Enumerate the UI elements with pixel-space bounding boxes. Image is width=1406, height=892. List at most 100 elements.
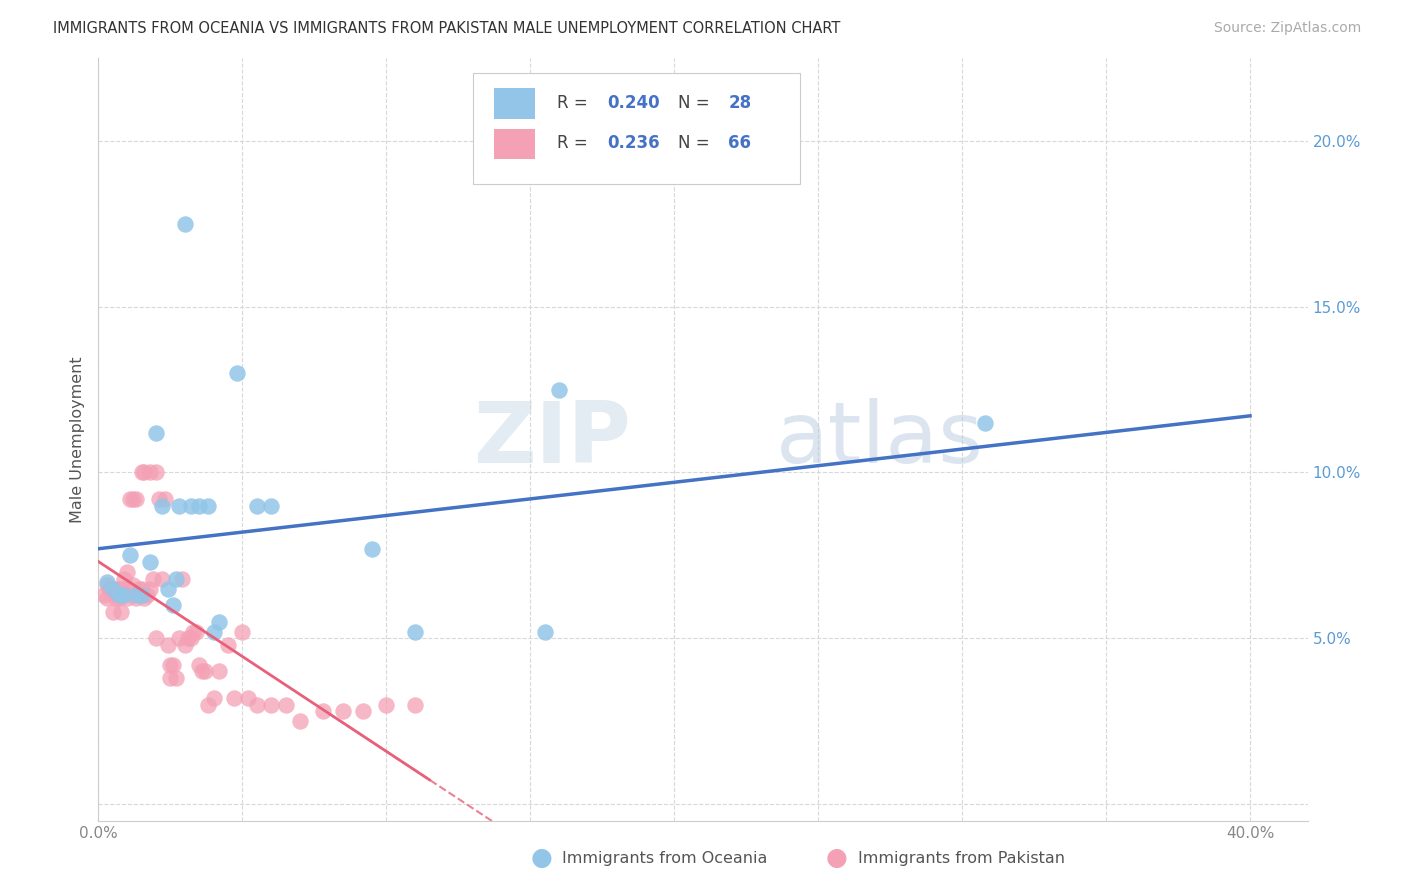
Point: [231, 624, 253, 639]
Text: ●: ●: [825, 847, 848, 870]
Text: R =: R =: [557, 94, 593, 112]
Point: [134, 591, 156, 606]
Point: [125, 491, 148, 506]
Point: [131, 582, 153, 596]
Point: [96, 578, 118, 592]
Point: [548, 383, 571, 397]
Point: [145, 425, 167, 440]
Point: [188, 499, 211, 513]
Point: [150, 499, 173, 513]
Point: [156, 638, 179, 652]
Point: [312, 704, 335, 718]
Text: ZIP: ZIP: [472, 398, 630, 481]
Text: 66: 66: [728, 135, 751, 153]
Point: [186, 624, 208, 639]
Point: [225, 366, 247, 380]
Point: [332, 704, 354, 718]
Point: [120, 491, 142, 506]
Point: [361, 541, 384, 556]
Point: [188, 657, 211, 672]
Point: [145, 466, 167, 480]
Text: 0.240: 0.240: [607, 94, 659, 112]
Text: ●: ●: [530, 847, 553, 870]
FancyBboxPatch shape: [494, 129, 534, 160]
Point: [352, 704, 374, 718]
Point: [202, 690, 225, 705]
Point: [110, 582, 132, 596]
Text: atlas: atlas: [776, 398, 984, 481]
Point: [110, 605, 132, 619]
Point: [288, 714, 311, 728]
Point: [183, 624, 205, 639]
Point: [165, 671, 187, 685]
Point: [222, 690, 245, 705]
Point: [236, 690, 259, 705]
Point: [131, 466, 153, 480]
Point: [202, 624, 225, 639]
Point: [139, 582, 162, 596]
Text: R =: R =: [557, 135, 593, 153]
Point: [191, 665, 214, 679]
Point: [176, 632, 198, 646]
Point: [107, 582, 129, 596]
Point: [148, 491, 170, 506]
Point: [194, 665, 217, 679]
Point: [139, 555, 162, 569]
Point: [101, 582, 124, 596]
Point: [404, 698, 426, 712]
Point: [125, 588, 148, 602]
Point: [162, 657, 184, 672]
Point: [112, 572, 135, 586]
Point: [246, 499, 269, 513]
Point: [98, 582, 121, 596]
Point: [159, 671, 181, 685]
Point: [112, 588, 135, 602]
Text: 28: 28: [728, 94, 752, 112]
Point: [142, 572, 165, 586]
Point: [125, 591, 148, 606]
Point: [120, 549, 142, 563]
Point: [115, 565, 138, 579]
Point: [375, 698, 398, 712]
Point: [145, 632, 167, 646]
Point: [208, 615, 231, 629]
Point: [104, 591, 127, 606]
Point: [96, 574, 118, 589]
Point: [162, 598, 184, 612]
Point: [246, 698, 269, 712]
Point: [122, 578, 145, 592]
Y-axis label: Male Unemployment: Male Unemployment: [69, 356, 84, 523]
Point: [93, 588, 115, 602]
Point: [533, 624, 555, 639]
Point: [974, 416, 997, 430]
Point: [173, 217, 195, 231]
Text: IMMIGRANTS FROM OCEANIA VS IMMIGRANTS FROM PAKISTAN MALE UNEMPLOYMENT CORRELATIO: IMMIGRANTS FROM OCEANIA VS IMMIGRANTS FR…: [53, 21, 841, 37]
Point: [134, 466, 156, 480]
Point: [112, 582, 135, 596]
Text: N =: N =: [678, 94, 714, 112]
Point: [96, 591, 118, 606]
Point: [122, 491, 145, 506]
Point: [208, 665, 231, 679]
Point: [180, 632, 202, 646]
Point: [131, 588, 153, 602]
FancyBboxPatch shape: [494, 88, 534, 119]
Text: Immigrants from Pakistan: Immigrants from Pakistan: [858, 851, 1064, 865]
Point: [128, 582, 150, 596]
Point: [404, 624, 426, 639]
Point: [197, 499, 219, 513]
FancyBboxPatch shape: [474, 73, 800, 184]
Point: [115, 591, 138, 606]
Point: [180, 499, 202, 513]
Text: 0.236: 0.236: [607, 135, 659, 153]
Text: Source: ZipAtlas.com: Source: ZipAtlas.com: [1213, 21, 1361, 36]
Point: [159, 657, 181, 672]
Point: [101, 605, 124, 619]
Point: [101, 582, 124, 596]
Text: Immigrants from Oceania: Immigrants from Oceania: [562, 851, 768, 865]
Point: [217, 638, 239, 652]
Point: [136, 588, 159, 602]
Point: [274, 698, 297, 712]
Point: [139, 466, 162, 480]
Point: [260, 499, 283, 513]
